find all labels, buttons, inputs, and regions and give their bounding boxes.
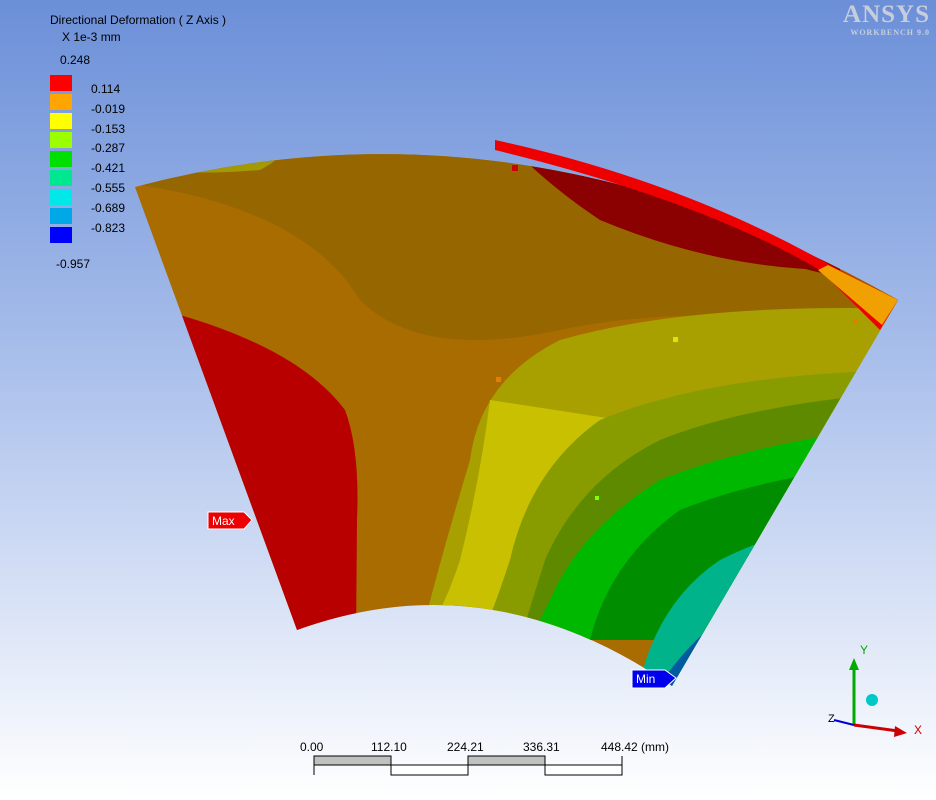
legend-swatch: [50, 132, 72, 148]
edge-highlight: [818, 265, 898, 325]
scale-segment: [313, 755, 392, 766]
min-marker-label: Min: [636, 672, 655, 686]
legend-level: 0.114: [91, 82, 121, 96]
triad-z-label: Z: [828, 713, 835, 725]
scale-label: 224.21: [447, 740, 484, 754]
probe-point: [673, 337, 678, 342]
legend-level: -0.287: [91, 141, 126, 156]
legend-swatch: [50, 170, 72, 186]
legend-unit: X 1e-3 mm: [62, 30, 121, 44]
legend-level-labels: 0.114 -0.019 -0.153 -0.287 -0.421 -0.555…: [91, 81, 125, 239]
triad-isometric-ball[interactable]: [866, 694, 878, 706]
scale-bar: [313, 755, 623, 776]
legend-min-value: -0.957: [56, 257, 91, 271]
legend-level: -0.689: [91, 200, 126, 215]
legend-level: -0.421: [91, 161, 126, 176]
legend-color-bar: [50, 75, 74, 246]
triad-x-label: X: [914, 723, 922, 737]
probe-point: [496, 377, 501, 382]
scale-segment: [544, 764, 623, 776]
contour-band: [135, 154, 898, 340]
ansys-logo: ANSYS WORKBENCH 9.0: [843, 1, 930, 38]
probe-point: [512, 165, 518, 171]
triad-y-arrow: [849, 658, 859, 670]
max-marker-label: Max: [212, 514, 235, 528]
legend-level: -0.555: [91, 180, 126, 195]
legend-swatch: [50, 151, 72, 167]
legend-title: Directional Deformation ( Z Axis ): [50, 13, 227, 27]
scale-label: 112.10: [371, 740, 407, 754]
legend-swatch: [50, 113, 72, 129]
probe-point: [853, 319, 858, 324]
legend-level: -0.823: [91, 220, 126, 235]
coordinate-triad[interactable]: Y X Z: [828, 643, 922, 737]
triad-x-axis: [853, 723, 899, 733]
scale-segment: [390, 764, 469, 776]
contour-band: [720, 590, 898, 686]
legend-level: -0.153: [91, 121, 126, 136]
legend-swatch: [50, 94, 72, 110]
probe-point: [595, 496, 599, 500]
triad-z-axis: [833, 719, 855, 726]
triad-y-label: Y: [860, 643, 868, 657]
contour-band: [700, 560, 898, 686]
contour-band: [420, 400, 620, 640]
triad-x-arrow: [894, 726, 907, 737]
min-marker-bg[interactable]: [631, 669, 677, 689]
legend-swatch: [50, 75, 72, 91]
legend-swatch: [50, 208, 72, 224]
legend-swatch: [50, 189, 72, 205]
edge-highlight: [495, 140, 898, 330]
scale-label: 448.42 (mm): [601, 740, 670, 754]
legend-level: -0.019: [91, 101, 126, 116]
logo-product: WORKBENCH 9.0: [850, 28, 930, 37]
legend-swatch: [50, 227, 72, 243]
max-marker-bg[interactable]: [207, 511, 253, 530]
legend-max-value: 0.248: [60, 53, 91, 67]
scale-label: 0.00: [300, 740, 324, 754]
logo-name: ANSYS: [843, 1, 930, 28]
scale-segment: [467, 755, 546, 766]
scale-label: 336.31: [523, 740, 560, 754]
